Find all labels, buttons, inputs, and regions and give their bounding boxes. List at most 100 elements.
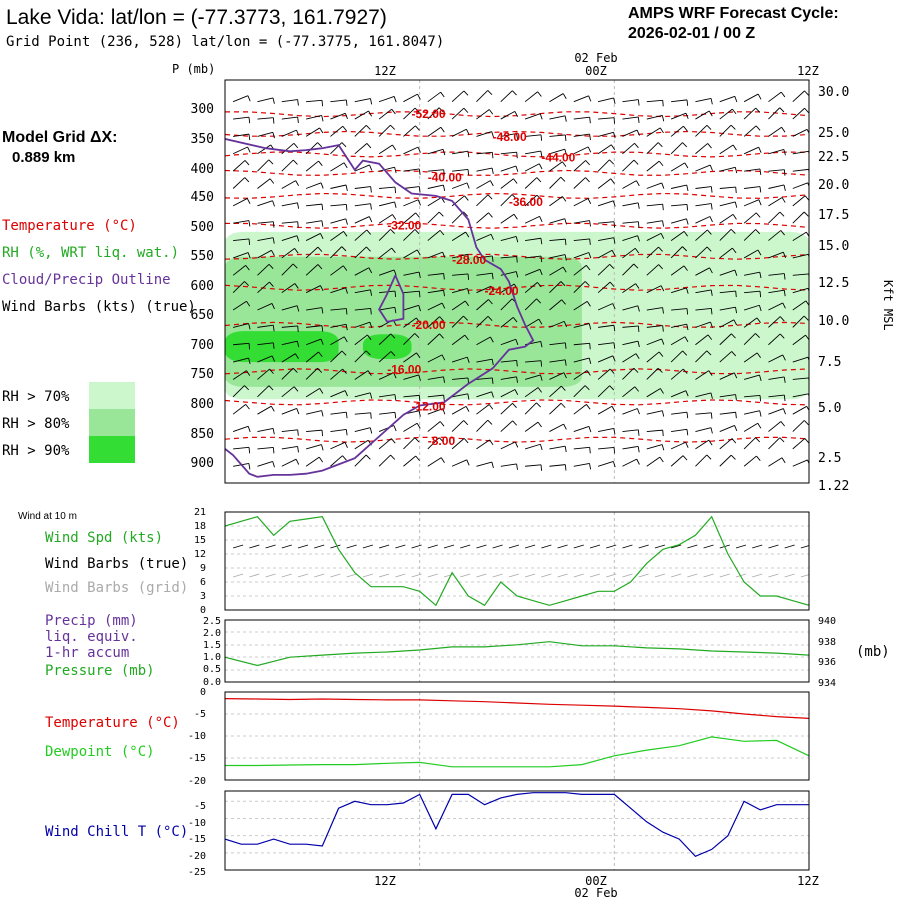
wind-barb-flag bbox=[489, 439, 494, 446]
rh90-legend-label: RH > 90% bbox=[2, 443, 70, 459]
wind-barb-flag bbox=[392, 144, 397, 151]
wind-barb-flag bbox=[756, 352, 762, 359]
wind-barb bbox=[330, 455, 343, 467]
wind-barb-flag bbox=[321, 444, 324, 451]
wind-barb-flag bbox=[637, 325, 640, 332]
wind-barb-flag bbox=[248, 117, 251, 124]
wind-barb-flag bbox=[394, 307, 397, 314]
wind-barb bbox=[354, 289, 371, 294]
wind-barb bbox=[427, 211, 440, 224]
wind-barb bbox=[792, 334, 806, 346]
surface-barb-grid bbox=[557, 573, 568, 578]
wind-barb-flag bbox=[562, 161, 567, 167]
wind-barb-flag bbox=[369, 322, 373, 329]
wind-barb-flag bbox=[563, 321, 567, 328]
wind-barb bbox=[549, 266, 564, 276]
wind-barb bbox=[330, 99, 347, 103]
wind-barb bbox=[549, 93, 564, 103]
wind-barb-flag bbox=[710, 412, 713, 419]
wind-barb bbox=[257, 446, 274, 450]
top-tick-label: 12Z bbox=[797, 64, 819, 78]
wind-barb bbox=[573, 160, 586, 172]
wind-barb-flag bbox=[589, 220, 591, 227]
wind-barb-flag bbox=[755, 437, 761, 443]
wind-barb bbox=[500, 213, 515, 224]
wind-barb bbox=[646, 285, 662, 294]
surface-barb-grid bbox=[800, 574, 809, 578]
wind-barb-flag bbox=[443, 395, 445, 402]
wind-barb-flag bbox=[637, 221, 640, 228]
wind-barb bbox=[232, 198, 248, 207]
pressure-tick: 600 bbox=[191, 279, 214, 294]
wind-barb-flag bbox=[272, 325, 275, 332]
pressure-legend: Pressure (mb) bbox=[45, 663, 155, 679]
wind-barb bbox=[695, 370, 710, 380]
wind-barb bbox=[257, 117, 274, 120]
wind-barb-flag bbox=[365, 124, 371, 130]
wind-barb-flag bbox=[394, 187, 397, 194]
wind-barb-flag bbox=[660, 233, 665, 239]
wind-barb bbox=[597, 385, 610, 398]
wind-barb bbox=[792, 195, 806, 207]
wind-barb bbox=[403, 455, 417, 467]
wind-barb-flag bbox=[758, 147, 762, 153]
wind-barb-flag bbox=[321, 115, 324, 122]
wind-barb bbox=[768, 457, 783, 467]
temperature-contour bbox=[225, 368, 809, 375]
wind-barb-flag bbox=[246, 198, 251, 204]
surface-barb-true bbox=[232, 544, 244, 549]
wind-barb bbox=[354, 334, 368, 346]
surface-barb-grid bbox=[670, 573, 682, 578]
wind-barb-flag bbox=[344, 390, 348, 397]
wind-barb-flag bbox=[440, 126, 445, 133]
wind-tick: 21 bbox=[194, 507, 206, 518]
temp-panel-frame bbox=[224, 691, 810, 781]
wind-barb bbox=[354, 267, 370, 276]
wind-barb bbox=[451, 128, 467, 137]
wind-barb bbox=[670, 162, 686, 172]
wind-barb bbox=[427, 251, 443, 259]
wind-barb-flag bbox=[269, 178, 275, 184]
wind-barb-flag bbox=[247, 146, 251, 153]
wind-barb-flag bbox=[370, 98, 373, 105]
wind-barb bbox=[330, 441, 346, 450]
wind-barb-flag bbox=[536, 402, 541, 408]
wind-barb bbox=[646, 99, 663, 103]
wind-barb-flag bbox=[636, 180, 640, 187]
wind-barb-flag bbox=[757, 93, 762, 100]
wind-barb-flag bbox=[661, 338, 665, 345]
wind-barb bbox=[233, 323, 249, 328]
wind-barb-flag bbox=[491, 255, 494, 262]
wind-barb bbox=[281, 283, 296, 294]
wind-barb-flag bbox=[735, 187, 737, 194]
wind-barb-flag bbox=[272, 132, 275, 139]
wind-barb-flag bbox=[710, 427, 713, 434]
wind-barb bbox=[695, 454, 708, 467]
height-tick: 15.0 bbox=[818, 239, 849, 254]
wind-barb-flag bbox=[271, 303, 275, 310]
wind-barb-flag bbox=[634, 386, 639, 392]
wind-barb-flag bbox=[418, 186, 421, 193]
wind-barb-flag bbox=[759, 395, 762, 402]
wind-barb-flag bbox=[562, 93, 567, 99]
wind-barb-flag bbox=[318, 160, 323, 166]
wind-barb-flag bbox=[635, 353, 640, 359]
wind-barb bbox=[549, 134, 566, 137]
wind-barb bbox=[598, 117, 615, 120]
surface-barb-true bbox=[346, 544, 357, 549]
wind-barb bbox=[427, 126, 442, 137]
surface-barb-grid bbox=[589, 573, 601, 578]
wind-barb-flag bbox=[394, 412, 397, 419]
wind-barb bbox=[670, 441, 686, 450]
wind-barb-flag bbox=[297, 429, 299, 436]
wind-barb bbox=[403, 333, 416, 346]
wind-barb-flag bbox=[294, 248, 299, 254]
wind-barb bbox=[719, 95, 736, 103]
wind-barb-flag bbox=[516, 463, 518, 470]
wind-barb-flag bbox=[613, 97, 616, 104]
wind-barb bbox=[695, 98, 712, 103]
wind-barb bbox=[597, 144, 612, 155]
wind-barb bbox=[573, 446, 590, 450]
wind-barb bbox=[378, 95, 395, 103]
wind-barb-flag bbox=[390, 228, 396, 234]
